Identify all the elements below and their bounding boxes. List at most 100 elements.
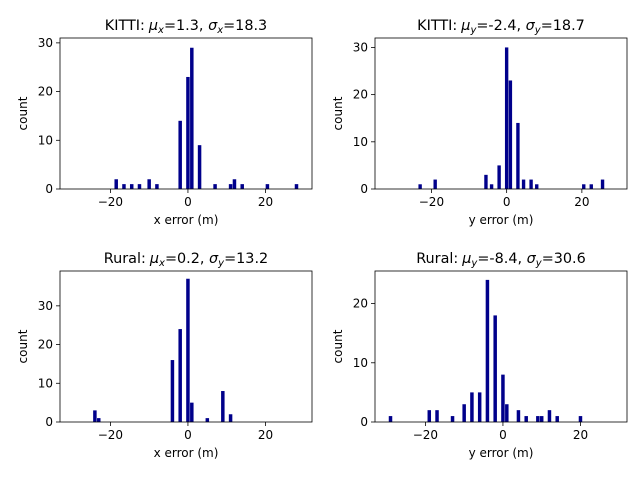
y-tick-label: 0 (360, 415, 368, 429)
bar (114, 179, 118, 189)
bar (129, 184, 134, 189)
y-axis-label: count (16, 329, 30, 363)
bar (516, 410, 521, 422)
bar (497, 165, 501, 189)
y-axis-label: count (331, 96, 345, 130)
chart-title-part: σ (527, 251, 537, 267)
chart-title-part: μ (461, 251, 471, 267)
chart-title-part: =30.6 (542, 251, 586, 267)
x-tick-label: −20 (419, 195, 444, 209)
chart-title-part: =-2.4, (476, 18, 525, 34)
x-axis-label: x error (m) (154, 446, 219, 460)
y-tick-label: 20 (353, 297, 368, 311)
y-tick-label: 10 (38, 133, 53, 147)
y-tick-label: 20 (38, 338, 53, 352)
bar (294, 184, 299, 189)
bar (485, 279, 490, 422)
bar (555, 416, 559, 422)
chart-title-part: μ (149, 251, 159, 267)
bar (147, 179, 151, 189)
x-tick-label: 0 (184, 428, 192, 442)
chart-title-part: x (158, 258, 165, 269)
x-tick-label: 0 (499, 428, 507, 442)
chart-title-part: σ (208, 18, 218, 34)
axes-frame (374, 37, 628, 190)
chart-title-part: Rural: (416, 251, 458, 267)
bar (170, 360, 175, 422)
bar (505, 404, 509, 422)
bar (600, 179, 605, 189)
bar (589, 184, 593, 189)
bar (493, 315, 497, 422)
bar (427, 410, 432, 422)
axes-frame (59, 37, 313, 190)
y-tick-label: 30 (38, 299, 53, 313)
bar (489, 184, 494, 189)
bar (462, 404, 466, 422)
bar (186, 76, 190, 189)
bar (190, 402, 194, 422)
x-axis-label: y error (m) (469, 446, 534, 460)
bar (197, 145, 202, 189)
axes-frame (374, 270, 628, 423)
y-tick-label: 30 (353, 40, 368, 54)
chart-title-part: σ (209, 251, 219, 267)
bar (418, 184, 422, 189)
chart-title-part: y (534, 25, 542, 36)
bar (582, 184, 586, 189)
bar (470, 392, 474, 422)
bar (539, 416, 544, 422)
bar (155, 184, 159, 189)
x-tick-label: 20 (258, 428, 273, 442)
x-tick-label: 0 (184, 195, 192, 209)
bar (137, 184, 142, 189)
bar (433, 179, 437, 189)
y-axis-label: count (16, 96, 30, 130)
bar (186, 278, 190, 422)
bar (524, 416, 528, 422)
x-axis-label: y error (m) (469, 213, 534, 227)
bar (529, 179, 533, 189)
bar (228, 414, 233, 422)
chart-title-part: =18.7 (541, 18, 585, 34)
x-tick-label: −20 (98, 195, 123, 209)
y-axis-label: count (331, 329, 345, 363)
bar (578, 416, 583, 422)
bar (232, 179, 237, 189)
x-tick-label: −20 (98, 428, 123, 442)
bar (536, 416, 540, 422)
chart-title-part: =1.3, (164, 18, 208, 34)
chart-title-part: KITTI: (105, 18, 145, 34)
chart-title-part: =13.2 (224, 251, 268, 267)
bar (508, 80, 513, 189)
x-tick-label: 20 (574, 195, 589, 209)
bar (221, 391, 225, 422)
chart-title-part: x (157, 25, 164, 36)
chart-title-part: y (217, 258, 225, 269)
y-tick-label: 0 (45, 415, 53, 429)
y-tick-label: 10 (353, 356, 368, 370)
chart-title-part: =-8.4, (477, 251, 526, 267)
y-tick-label: 0 (45, 182, 53, 196)
chart-title-part: μ (460, 18, 470, 34)
axes-frame (59, 270, 313, 423)
bar (240, 184, 244, 189)
chart-title-part: =0.2, (165, 251, 209, 267)
bar (477, 392, 482, 422)
y-tick-label: 10 (353, 135, 368, 149)
bar (435, 410, 439, 422)
chart-title-part: y (470, 258, 478, 269)
chart-title-part: KITTI: (417, 18, 457, 34)
y-tick-label: 20 (353, 88, 368, 102)
chart-panel: −20 0 20 0 10 20 30 x error (m) count Rural: μx=0.… (16, 251, 313, 460)
bar (501, 374, 505, 422)
y-tick-label: 30 (38, 36, 53, 50)
y-tick-label: 0 (360, 182, 368, 196)
chart-title-part: =18.3 (223, 18, 267, 34)
x-tick-label: 20 (258, 195, 273, 209)
bar (122, 184, 126, 189)
chart-title: KITTI: μy=-2.4, σy=18.7 (417, 18, 585, 36)
